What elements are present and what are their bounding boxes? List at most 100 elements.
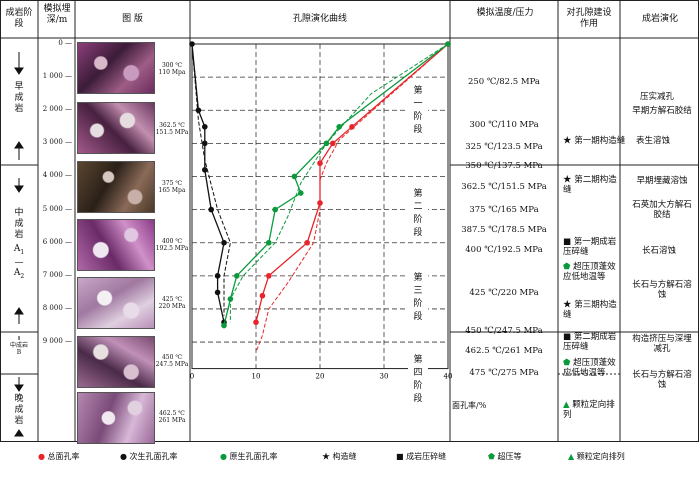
legend-crush: ■ 成岩压碎缝	[396, 452, 447, 461]
evolution-6: 长石溶蚀	[642, 246, 677, 256]
pentagon-icon: ⬟	[563, 262, 571, 272]
thin-section-photo	[77, 219, 155, 271]
stage-early: 早成岩	[14, 82, 24, 114]
legend-overpressure: ⬟ 超压等	[488, 452, 522, 461]
temp-pressure-row: 387.5 ℃/178.5 MPa	[461, 225, 547, 235]
data-point	[266, 239, 272, 246]
square-icon: ■	[563, 237, 572, 247]
temp-pressure-row: 350 ℃/137.5 MPa	[465, 161, 543, 171]
star-icon: ★	[563, 175, 572, 185]
header-temp: 模拟温度/压力	[476, 8, 534, 18]
legend-total: ● 总面孔率	[38, 452, 80, 461]
effect-7: ⬟ 超压顶蓬效应低地温等	[563, 358, 616, 378]
data-point	[234, 273, 240, 279]
data-point	[291, 173, 298, 180]
evolution-7: 长石与方解石溶蚀	[632, 280, 692, 300]
depth-tick-label: 1 000 —	[42, 72, 72, 81]
data-point	[336, 124, 343, 130]
depth-tick-label: 8 000 —	[42, 303, 72, 312]
photo-label: 300 ℃ 110 Mpa	[158, 62, 186, 76]
evolution-1: 压实减孔	[640, 92, 675, 102]
data-point	[202, 167, 208, 173]
legend-primary: ● 原生孔面孔率	[220, 452, 278, 461]
temp-pressure-row: 450 ℃/247.5 MPa	[465, 326, 543, 336]
depth-tick-label: 4 000 —	[42, 171, 72, 180]
photo-label: 375 ℃ 165 Mpa	[158, 180, 186, 194]
data-point	[317, 160, 323, 167]
evolution-4: 早期埋藏溶蚀	[636, 176, 688, 186]
phase-label: 第二阶段	[408, 188, 428, 240]
temp-pressure-row: 462.5 ℃/261 MPa	[465, 346, 543, 356]
header-depth: 模拟埋深/m	[43, 4, 71, 25]
depth-tick-label: 6 000 —	[42, 237, 72, 246]
x-tick-label: 30	[380, 373, 389, 381]
data-point	[202, 124, 208, 130]
evolution-5: 石英加大方解石胶结	[632, 200, 692, 220]
depth-tick-label: 9 000 —	[42, 337, 72, 346]
temp-pressure-row: 400 ℃/192.5 MPa	[465, 245, 543, 255]
depth-tick-label: 0 —	[58, 39, 72, 47]
triangle-icon: ▲	[563, 400, 570, 410]
thin-section-photo	[77, 161, 155, 213]
star-icon: ★	[563, 300, 572, 310]
square-icon: ■	[396, 452, 404, 461]
effect-2: ★ 第二期构造缝	[563, 175, 617, 195]
phase-label: 第三阶段	[408, 272, 428, 324]
stage-late: 晚成岩	[14, 394, 24, 426]
star-icon: ★	[322, 452, 330, 461]
square-icon: ■	[563, 332, 572, 342]
data-point	[208, 206, 214, 213]
photo-label: 400 ℃ 192.5 MPa	[155, 238, 189, 252]
x-tick-label: 10	[252, 373, 261, 381]
header-plate: 图 版	[122, 14, 143, 24]
stage-middle-b: 中成岩B	[9, 342, 28, 356]
phase-label: 第一阶段	[408, 85, 428, 137]
effect-5: ★ 第三期构造缝	[563, 300, 617, 320]
data-point	[202, 140, 208, 147]
temp-pressure-row: 300 ℃/110 MPa	[469, 120, 539, 130]
triangle-icon: ▲	[568, 452, 575, 461]
temp-pressure-row: 250 ℃/82.5 MPa	[467, 77, 541, 87]
legend-secondary: ● 次生孔面孔率	[120, 452, 178, 461]
evolution-3: 表生溶蚀	[636, 136, 671, 146]
depth-tick-label: 3 000 —	[42, 138, 72, 147]
data-point	[298, 190, 304, 196]
series-line	[191, 43, 231, 316]
temp-pressure-row: 425 ℃/220 MPa	[469, 288, 539, 298]
data-point	[214, 289, 221, 296]
series-line	[191, 43, 225, 323]
series-line	[229, 43, 449, 323]
x-tick-label: 0	[190, 373, 194, 381]
star-icon: ★	[563, 136, 572, 146]
effect-8: ▲ 颗粒定向排列	[563, 400, 615, 420]
effect-4: ⬟ 超压顶蓬效应低地温等	[563, 262, 616, 282]
depth-tick-label: 2 000 —	[42, 105, 72, 114]
photo-label: 450 ℃ 247.5 MPa	[155, 354, 189, 368]
x-axis-label: 面孔率/%	[452, 401, 487, 410]
data-point	[214, 273, 221, 279]
photo-label: 362.5 ℃ 151.5 MPa	[155, 122, 189, 136]
data-point	[221, 239, 227, 246]
circle-icon: ●	[38, 452, 45, 461]
x-tick-label: 20	[316, 373, 325, 381]
legend-tectonic: ★ 构造缝	[322, 452, 357, 461]
series-line	[223, 43, 449, 326]
depth-tick-label: 7 000 —	[42, 270, 72, 279]
header-evolution: 成岩演化	[641, 14, 678, 24]
depth-tick-label: 5 000 —	[42, 204, 72, 213]
effect-1: ★ 第一期构造缝	[563, 136, 626, 146]
pentagon-icon: ⬟	[488, 452, 495, 461]
evolution-2: 早期方解石胶结	[632, 106, 692, 116]
data-point	[253, 319, 259, 326]
photo-label: 425 ℃ 220 MPa	[158, 296, 186, 310]
temp-pressure-row: 362.5 ℃/151.5 MPa	[461, 182, 547, 192]
legend-grain: ▲ 颗粒定向排列	[568, 452, 625, 461]
stage-middle-a: A1 — A2	[13, 244, 25, 280]
data-point	[304, 239, 311, 246]
temp-pressure-row: 375 ℃/165 MPa	[469, 205, 539, 215]
temp-pressure-row: 325 ℃/123.5 MPa	[465, 142, 543, 152]
thin-section-photo	[77, 102, 155, 154]
data-point	[272, 206, 279, 213]
